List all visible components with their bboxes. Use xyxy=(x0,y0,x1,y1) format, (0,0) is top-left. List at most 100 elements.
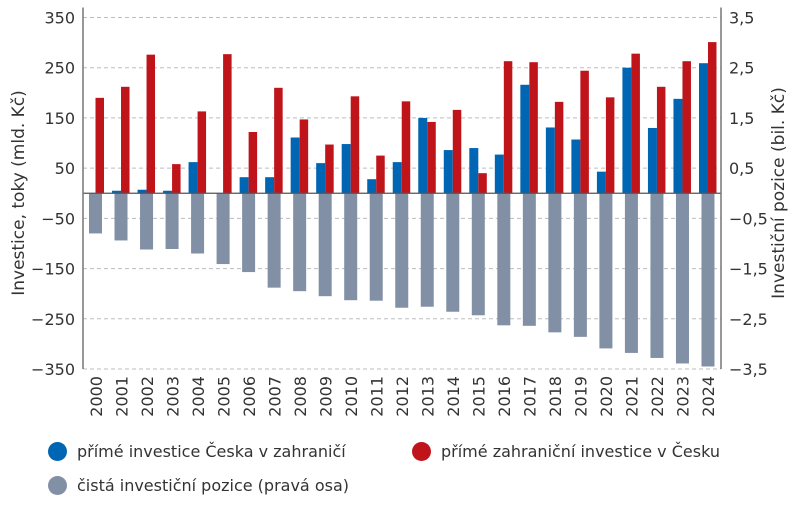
x-tick-label: 2023 xyxy=(674,376,693,417)
x-tick-label: 2021 xyxy=(623,376,642,417)
x-tick-label: 2012 xyxy=(393,376,412,417)
x-tick-label: 2002 xyxy=(138,376,157,417)
bar-outward-investment xyxy=(290,137,300,194)
bar-inward-investment xyxy=(376,155,385,194)
bar-inward-investment xyxy=(350,96,360,194)
bar-outward-investment xyxy=(239,177,249,194)
bar-outward-investment xyxy=(647,127,657,194)
x-tick-label: 2009 xyxy=(316,376,335,417)
bar-inward-investment xyxy=(146,54,156,194)
bar-inward-investment xyxy=(197,111,207,194)
y-right-tick-label: 0,5 xyxy=(729,159,754,178)
bar-inward-investment xyxy=(580,70,589,194)
x-tick-label: 2003 xyxy=(163,376,182,417)
x-tick-label: 2014 xyxy=(444,376,463,417)
y-right-tick-label: −0,5 xyxy=(729,209,768,228)
bar-net-position xyxy=(650,193,664,358)
bar-outward-investment xyxy=(622,67,632,194)
legend-swatch-red xyxy=(412,442,431,461)
bar-inward-investment xyxy=(427,121,436,194)
x-tick-label: 2001 xyxy=(112,376,131,417)
y-tick-label: 50 xyxy=(55,159,75,178)
y-right-tick-label: −1,5 xyxy=(729,260,768,279)
bar-net-position xyxy=(522,193,536,326)
x-tick-label: 2007 xyxy=(265,376,284,417)
bar-net-position xyxy=(624,193,638,353)
bar-net-position xyxy=(165,193,179,249)
y-tick-label: −50 xyxy=(41,209,75,228)
bar-inward-investment xyxy=(299,119,309,194)
bar-inward-investment xyxy=(274,87,283,194)
y-right-tick-label: −2,5 xyxy=(729,310,768,329)
x-tick-label: 2000 xyxy=(87,376,106,417)
bar-net-position xyxy=(293,193,307,292)
bar-net-position xyxy=(573,193,587,337)
bar-outward-investment xyxy=(596,171,606,194)
bar-net-position xyxy=(548,193,562,333)
bar-net-position xyxy=(191,193,205,254)
bar-net-position xyxy=(369,193,383,301)
bar-outward-investment xyxy=(698,63,708,194)
bar-outward-investment xyxy=(316,163,326,194)
bar-inward-investment xyxy=(478,173,487,194)
bar-inward-investment xyxy=(223,54,232,194)
bar-net-position xyxy=(140,193,154,250)
y-tick-label: 150 xyxy=(44,109,75,128)
bar-inward-investment xyxy=(325,144,334,194)
x-tick-label: 2019 xyxy=(572,376,591,417)
bar-outward-investment xyxy=(188,162,198,194)
bar-net-position xyxy=(701,193,715,367)
bar-inward-investment xyxy=(503,61,513,194)
legend-item-net: čistá investiční pozice (pravá osa) xyxy=(48,476,349,495)
x-tick-label: 2005 xyxy=(214,376,233,417)
bar-net-position xyxy=(446,193,460,312)
bar-outward-investment xyxy=(265,177,275,194)
y-tick-label: −250 xyxy=(31,310,75,329)
x-tick-label: 2008 xyxy=(291,376,310,417)
bar-outward-investment xyxy=(494,154,504,194)
legend-label: čistá investiční pozice (pravá osa) xyxy=(77,476,349,495)
legend-item-outward: přímé investice Česka v zahraničí xyxy=(48,442,346,461)
bar-outward-investment xyxy=(137,189,147,194)
y-right-tick-label: 3,5 xyxy=(729,9,754,28)
bar-outward-investment xyxy=(520,84,530,194)
bar-net-position xyxy=(471,193,485,316)
bar-net-position xyxy=(242,193,256,273)
bar-outward-investment xyxy=(469,148,479,194)
bar-inward-investment xyxy=(121,86,130,194)
bar-outward-investment xyxy=(673,98,683,194)
bar-inward-investment xyxy=(605,97,615,194)
bar-outward-investment xyxy=(112,190,122,194)
x-tick-label: 2010 xyxy=(342,376,361,417)
bar-outward-investment xyxy=(545,127,555,194)
x-tick-label: 2017 xyxy=(521,376,540,417)
bar-net-position xyxy=(675,193,689,364)
bar-inward-investment xyxy=(682,61,691,194)
bar-outward-investment xyxy=(571,139,581,194)
bar-inward-investment xyxy=(401,101,411,194)
bar-net-position xyxy=(344,193,358,301)
legend-label: přímé investice Česka v zahraničí xyxy=(77,442,346,461)
bar-net-position xyxy=(267,193,281,288)
bar-inward-investment xyxy=(656,86,666,194)
bar-outward-investment xyxy=(341,144,351,194)
bar-net-position xyxy=(318,193,332,297)
y-right-tick-label: −3,5 xyxy=(729,360,768,379)
bar-net-position xyxy=(497,193,511,326)
x-tick-label: 2006 xyxy=(240,376,259,417)
bar-inward-investment xyxy=(631,53,640,194)
bar-net-position xyxy=(89,193,102,234)
x-tick-label: 2020 xyxy=(597,376,616,417)
bar-inward-investment xyxy=(95,97,104,194)
bar-inward-investment xyxy=(452,109,462,194)
bar-net-position xyxy=(599,193,613,349)
bar-outward-investment xyxy=(367,179,377,194)
y-tick-label: 250 xyxy=(44,59,75,78)
bar-outward-investment xyxy=(443,150,453,194)
bar-outward-investment xyxy=(392,162,402,194)
y-axis-title: Investice, toky (mld. Kč) xyxy=(9,90,29,296)
legend-swatch-blue xyxy=(48,442,67,461)
bar-outward-investment xyxy=(418,117,428,194)
bar-inward-investment xyxy=(554,101,564,194)
